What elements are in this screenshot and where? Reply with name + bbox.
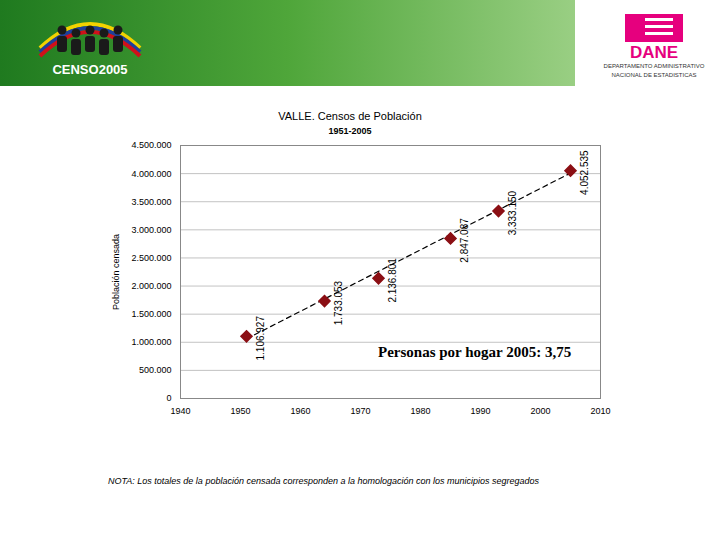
svg-text:2.136.801: 2.136.801 xyxy=(387,258,398,303)
svg-text:1.106.927: 1.106.927 xyxy=(255,316,266,361)
svg-text:2.847.087: 2.847.087 xyxy=(459,218,470,263)
svg-text:2.000.000: 2.000.000 xyxy=(131,281,171,291)
svg-text:1.733.053: 1.733.053 xyxy=(333,280,344,325)
svg-text:2010: 2010 xyxy=(590,406,610,416)
svg-text:1950: 1950 xyxy=(230,406,250,416)
svg-text:3.000.000: 3.000.000 xyxy=(131,225,171,235)
svg-text:NACIONAL DE ESTADISTICAS: NACIONAL DE ESTADISTICAS xyxy=(611,72,696,78)
html-text:Personas por hogar 2005: 3,75: Personas por hogar 2005: 3,75 xyxy=(378,344,572,360)
svg-text:DANE: DANE xyxy=(630,43,678,62)
svg-text:1.500.000: 1.500.000 xyxy=(131,309,171,319)
svg-text:3.500.000: 3.500.000 xyxy=(131,197,171,207)
svg-text:500.000: 500.000 xyxy=(139,365,172,375)
html-text:1951-2005: 1951-2005 xyxy=(328,126,372,136)
svg-text:4.052.535: 4.052.535 xyxy=(579,150,590,195)
svg-text:1940: 1940 xyxy=(170,406,190,416)
svg-text:4.000.000: 4.000.000 xyxy=(131,168,171,178)
svg-text:CENSO2005: CENSO2005 xyxy=(52,62,127,77)
svg-text:4.500.000: 4.500.000 xyxy=(131,140,171,150)
svg-text:3.333.150: 3.333.150 xyxy=(507,190,518,235)
html-text:VALLE. Censos de Población: VALLE. Censos de Población xyxy=(278,110,422,122)
html-text:NOTA: Los totales de la poblac: NOTA: Los totales de la población censad… xyxy=(108,476,540,486)
svg-text:1990: 1990 xyxy=(470,406,490,416)
svg-text:1.000.000: 1.000.000 xyxy=(131,337,171,347)
svg-text:2000: 2000 xyxy=(530,406,550,416)
svg-text:1960: 1960 xyxy=(290,406,310,416)
svg-text:DEPARTAMENTO ADMINISTRATIVO: DEPARTAMENTO ADMINISTRATIVO xyxy=(604,63,705,69)
svg-text:Población censada: Población censada xyxy=(111,234,121,310)
svg-text:1980: 1980 xyxy=(410,406,430,416)
svg-text:1970: 1970 xyxy=(350,406,370,416)
svg-text:0: 0 xyxy=(166,393,171,403)
svg-text:2.500.000: 2.500.000 xyxy=(131,253,171,263)
